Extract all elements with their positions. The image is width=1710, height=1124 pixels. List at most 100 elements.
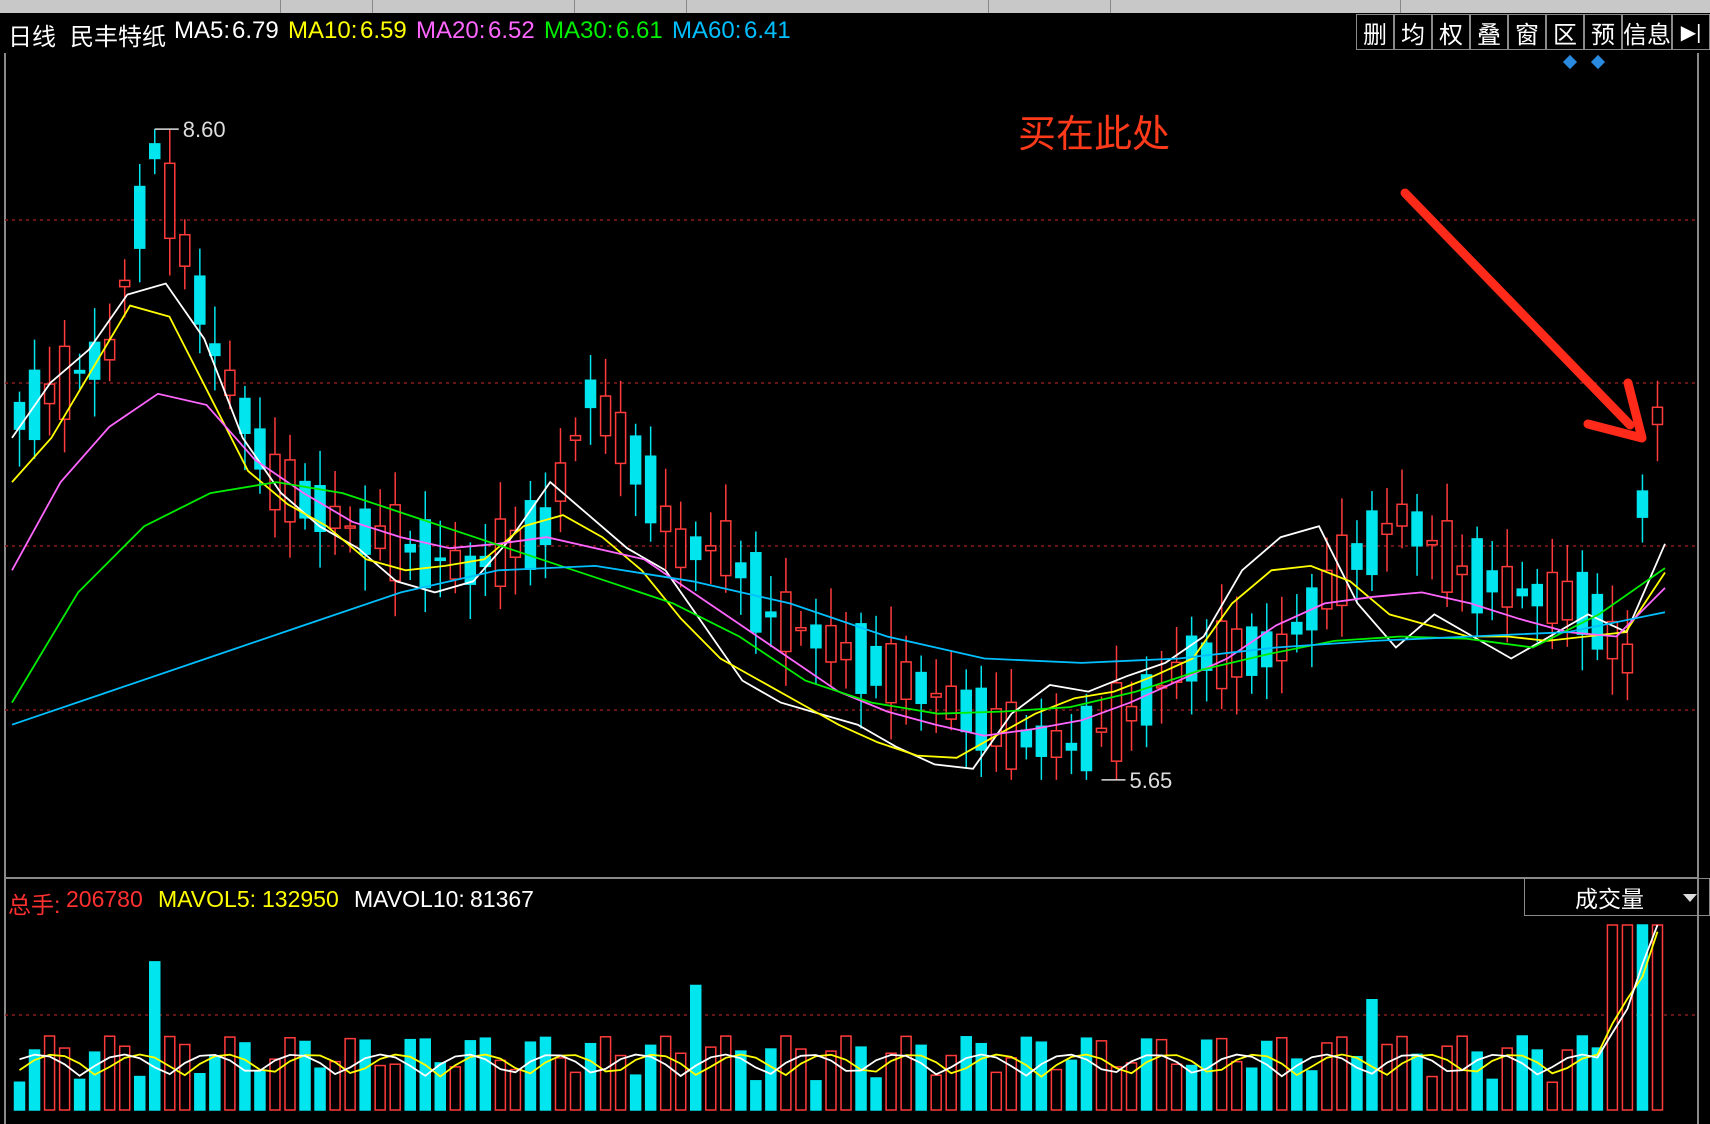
candle-body (103, 338, 116, 361)
candle-body (73, 369, 86, 374)
candle-body (1095, 727, 1108, 733)
range-button[interactable]: 区 (1546, 14, 1584, 50)
volume-bar (1170, 1063, 1183, 1111)
ma5-label: MA5: (174, 17, 231, 44)
candle-body (1501, 565, 1513, 608)
total-label: 总手: (8, 892, 61, 918)
candle-body (945, 685, 957, 720)
volume-bar (1020, 1036, 1033, 1111)
candle-body (735, 562, 747, 579)
average-button[interactable]: 均 (1394, 14, 1432, 50)
volume-bar (1140, 1038, 1153, 1111)
candle-body (1546, 571, 1559, 625)
mavol5-value: 132950 (262, 886, 339, 912)
menu-button[interactable] (990, 0, 1111, 13)
volume-bar (554, 1057, 567, 1111)
delete-button[interactable]: 删 (1356, 14, 1394, 50)
ma-line-ma60 (11, 564, 1666, 726)
menu-button[interactable] (282, 0, 373, 13)
candle-body (674, 528, 687, 569)
candle-body (840, 641, 852, 661)
volume-bar (1276, 1037, 1288, 1111)
candle-body (1426, 539, 1438, 546)
candle-body (194, 275, 206, 325)
buy-annotation: 买在此处 (1018, 114, 1171, 156)
volume-bar (705, 1046, 717, 1111)
candle-body (1561, 580, 1574, 621)
top-menu-strip (0, 0, 1710, 13)
volume-bar (1621, 924, 1634, 1111)
ma60-value: 6.41 (744, 17, 791, 44)
mavol10-value: 81367 (470, 886, 534, 912)
candle-body (434, 557, 447, 562)
volume-bar (1155, 1038, 1168, 1111)
candle-body (284, 459, 296, 523)
indicator-dropdown[interactable]: 成交量 (1524, 878, 1710, 916)
candle-body (930, 692, 942, 698)
stock-name: 民丰特纸 (70, 24, 166, 51)
indicator-select-label: 成交量 (1575, 886, 1644, 912)
volume-bar (479, 1037, 492, 1111)
volume-bar (1546, 1081, 1559, 1111)
volume-bar (28, 1049, 41, 1111)
candle-body (720, 520, 732, 577)
volume-bar (1531, 1049, 1544, 1111)
period-label: 日线 (8, 24, 56, 51)
menu-button[interactable] (576, 0, 687, 13)
candle-body (464, 555, 477, 585)
candle-body (1005, 701, 1018, 770)
candle-body (1366, 510, 1378, 576)
mavol10-label: MAVOL10: (354, 886, 465, 912)
window-button[interactable]: 窗 (1508, 14, 1546, 50)
candle-body (584, 379, 597, 409)
rights-button[interactable]: 权 (1432, 14, 1470, 50)
overlay-button[interactable]: 叠 (1470, 14, 1508, 50)
volume-bar (1351, 1055, 1363, 1111)
volume-bar (795, 1048, 807, 1111)
candle-body (1396, 503, 1408, 527)
volume-bar (1065, 1059, 1078, 1111)
volume-bar (735, 1050, 747, 1111)
volume-bar (269, 1058, 281, 1111)
volume-bar (1321, 1042, 1333, 1111)
volume-bar (58, 1047, 71, 1111)
candle-body (1291, 621, 1303, 635)
candle-body (1636, 490, 1649, 518)
menu-button[interactable] (200, 0, 281, 13)
candle-body (494, 518, 507, 588)
candle-body (1050, 729, 1063, 759)
volume-bar (855, 1046, 867, 1111)
candle-body (644, 455, 657, 524)
volume-bar (765, 1048, 777, 1111)
ma30-label: MA30: (544, 17, 614, 44)
volume-bar (524, 1041, 537, 1111)
menu-button[interactable] (374, 0, 575, 13)
menu-button[interactable] (688, 0, 989, 13)
info-button[interactable]: 信息 (1622, 14, 1672, 50)
volume-bar (1050, 1068, 1063, 1111)
volume-bar (314, 1067, 326, 1111)
candle-body (765, 611, 777, 618)
volume-bar (1501, 1047, 1513, 1111)
candle-body (870, 645, 882, 686)
candle-body (1110, 681, 1123, 762)
volume-bar (1185, 1064, 1198, 1111)
candle-body (795, 626, 807, 632)
ma10-value: 6.59 (360, 17, 407, 44)
predict-button[interactable]: 预 (1584, 14, 1622, 50)
volume-bar (945, 1054, 957, 1111)
volume-bar (389, 1063, 401, 1111)
volume-bar (1215, 1037, 1228, 1111)
buy-arrow-icon (1400, 188, 1635, 430)
volume-bar (1246, 1067, 1258, 1111)
mavol10-line (19, 924, 1659, 1078)
candle-body (254, 428, 266, 470)
exit-icon[interactable]: ▶| (1672, 14, 1710, 50)
volume-bar (374, 1064, 386, 1111)
volume-bar (569, 1071, 582, 1111)
candle-body (960, 689, 972, 733)
menu-button[interactable] (1290, 0, 1401, 13)
candle-body (13, 401, 26, 430)
volume-bar (43, 1035, 56, 1111)
chevron-down-icon (1683, 894, 1697, 902)
